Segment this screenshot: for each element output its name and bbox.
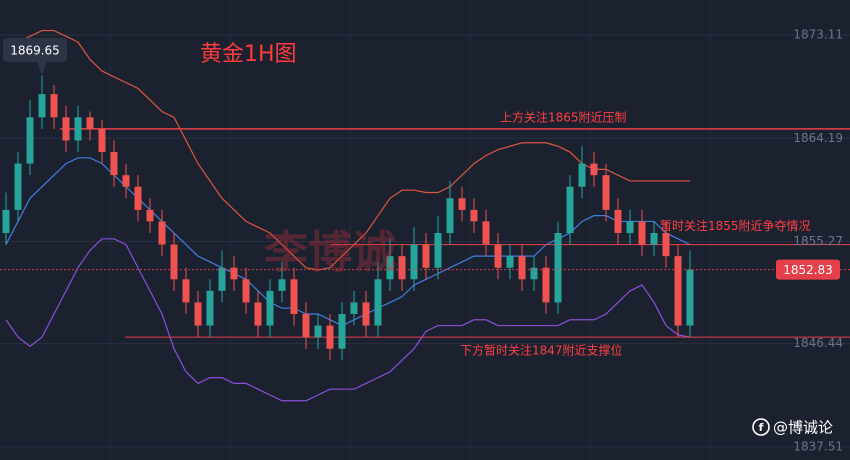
candle-body (158, 221, 166, 245)
candle-body (518, 256, 526, 280)
candle-body (326, 325, 334, 349)
current-price-label: 1852.83 (783, 263, 833, 277)
candle-body (194, 302, 202, 326)
candle-body (62, 117, 70, 141)
candle-body (50, 94, 58, 118)
candle-body (674, 256, 682, 326)
candle-body (110, 152, 118, 176)
candle-body (26, 117, 34, 164)
candle-body (290, 279, 298, 314)
y-tick-label: 1864.19 (793, 131, 843, 145)
candle-body (74, 117, 82, 141)
level-label: 暂时关注1855附近争夺情况 (660, 218, 811, 233)
candle-body (686, 269, 694, 326)
candle-body (182, 279, 190, 303)
candle-body (14, 163, 22, 210)
level-label: 下方暂时关注1847附近支撑位 (460, 343, 623, 358)
candle-body (386, 256, 394, 280)
credit-text: @博诚论 (773, 419, 833, 437)
y-tick-label: 1846.44 (793, 336, 843, 350)
candle-body (470, 209, 478, 222)
candle-body (446, 198, 454, 234)
candle-body (434, 233, 442, 268)
candle-body (650, 233, 658, 245)
candle-body (146, 209, 154, 222)
candle-body (230, 267, 238, 280)
candle-body (530, 267, 538, 280)
candle-body (38, 94, 46, 118)
candle-body (626, 221, 634, 234)
watermark: 李博诚 (264, 227, 396, 278)
candle-body (278, 279, 286, 291)
credit: f @博诚论 (752, 418, 833, 437)
candle-body (494, 244, 502, 268)
candle-body (266, 290, 274, 326)
band-line (5, 29, 690, 271)
candle-body (506, 256, 514, 268)
candle-body (218, 267, 226, 291)
candle-body (98, 128, 106, 153)
logo-icon (752, 418, 770, 436)
candle-body (242, 279, 250, 303)
candle-body (638, 221, 646, 245)
level-label: 上方关注1865附近压制 (500, 109, 627, 124)
high-marker-label: 1869.65 (10, 44, 60, 58)
candle-body (374, 279, 382, 326)
candle-body (590, 163, 598, 176)
candle-body (2, 209, 10, 234)
band-line (5, 157, 691, 327)
candle-body (302, 313, 310, 338)
y-tick-label: 1837.51 (793, 439, 843, 453)
candle-body (134, 186, 142, 210)
plot (0, 29, 850, 402)
y-tick-label: 1873.11 (793, 28, 843, 42)
candle-body (662, 233, 670, 257)
current-price-box (776, 259, 840, 280)
candle-body (422, 244, 430, 268)
candle-body (578, 163, 586, 187)
candle-body (554, 233, 562, 303)
band-line (5, 238, 691, 402)
candle-body (566, 186, 574, 234)
candle-body (542, 267, 550, 303)
candle-body (398, 256, 406, 280)
candle-body (350, 302, 358, 314)
candle-body (86, 117, 94, 129)
candle-body (458, 198, 466, 210)
logo-letter: f (759, 421, 764, 434)
chart-title: 黄金1H图 (200, 42, 297, 67)
candle-body (170, 244, 178, 280)
candle-body (314, 325, 322, 338)
high-marker-box (3, 38, 67, 62)
candle-body (362, 302, 370, 326)
candle-body (482, 221, 490, 245)
y-tick-label: 1855.27 (793, 234, 843, 248)
candle-body (410, 244, 418, 280)
candle-body (206, 290, 214, 326)
candle-body (614, 209, 622, 234)
high-marker-pointer (37, 62, 47, 76)
candle-body (122, 175, 130, 187)
candle-body (602, 175, 610, 210)
candle-body (338, 313, 346, 349)
candle-body (254, 302, 262, 326)
